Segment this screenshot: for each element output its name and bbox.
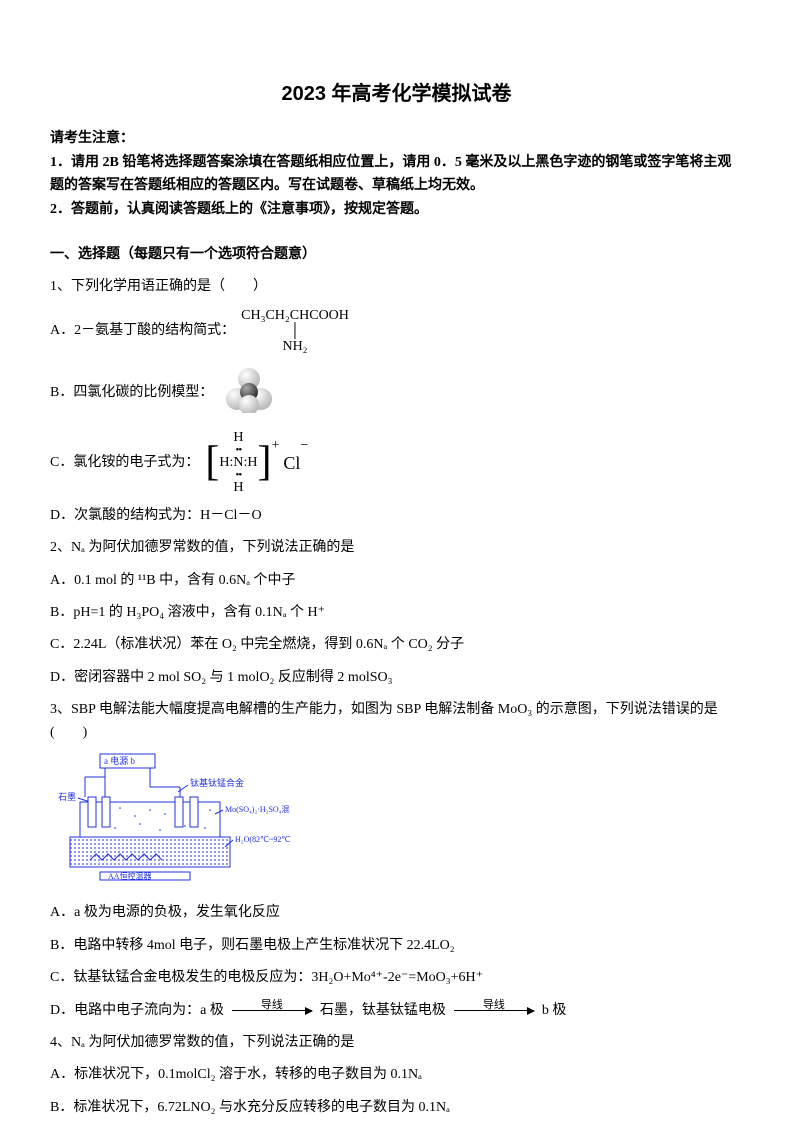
notice-line-1: 1．请用 2B 铅笔将选择题答案涂填在答题纸相应位置上，请用 0．5 毫米及以上… <box>50 152 743 197</box>
arrow-1-label: 导线 <box>261 997 283 1015</box>
q1-a-prefix: A．2－氨基丁酸的结构简式： <box>50 320 235 342</box>
diagram-solution-label: Mo(SO₄)₂·H₂SO₄混合溶液 <box>225 804 290 814</box>
q4-option-a: A．标准状况下，0.1molCl₂ 溶于水，转移的电子数目为 0.1Nₐ <box>50 1064 743 1086</box>
q3-d-post: b 极 <box>542 1000 567 1022</box>
notice-line-2: 2．答题前，认真阅读答题纸上的《注意事项》，按规定答题。 <box>50 199 743 221</box>
q3-option-c: C．钛基钛锰合金电极发生的电极反应为：3H₂O+Mo⁴⁺-2e⁻=MoO₃+6H… <box>50 967 743 989</box>
nh4-structure: H •• H:N:H •• H <box>219 431 257 495</box>
q3-stem: 3、SBP 电解法能大幅度提高电解槽的生产能力，如图为 SBP 电解法制备 Mo… <box>50 699 743 744</box>
q1-a-formula-bottom: NH₂ <box>282 339 307 354</box>
q1-a-formula: CH₃CH₂CHCOOH │ NH₂ <box>241 308 349 354</box>
cl-ion: Cl <box>283 449 300 478</box>
q2-option-b: B．pH=1 的 H₃PO₄ 溶液中，含有 0.1Nₐ 个 H⁺ <box>50 602 743 624</box>
arrow-2-label: 导线 <box>483 997 505 1015</box>
q3-option-a: A．a 极为电源的负极，发生氧化反应 <box>50 902 743 924</box>
q2-option-c: C．2.24L（标准状况）苯在 O₂ 中完全燃烧，得到 0.6Nₐ 个 CO₂ … <box>50 634 743 656</box>
ccl4-model-icon <box>219 365 279 421</box>
diagram-heater-label: AA恒控温器 <box>108 871 152 881</box>
q2-option-a: A．0.1 mol 的 ¹¹B 中，含有 0.6Nₐ 个中子 <box>50 570 743 592</box>
q1-option-b: B．四氯化碳的比例模型： <box>50 365 743 421</box>
page-title: 2023 年高考化学模拟试卷 <box>50 78 743 110</box>
q1-c-formula: [ H •• H:N:H •• H ] + Cl − <box>205 431 308 495</box>
q2-stem: 2、Nₐ 为阿伏加德罗常数的值，下列说法正确的是 <box>50 537 743 559</box>
q1-option-a: A．2－氨基丁酸的结构简式： CH₃CH₂CHCOOH │ NH₂ <box>50 308 743 354</box>
diagram-graphite-label: 石墨 <box>58 792 76 802</box>
plus-charge: + <box>271 435 279 457</box>
section-1-header: 一、选择题（每题只有一个选项符合题意） <box>50 244 743 266</box>
q1-stem: 1、下列化学用语正确的是（ ） <box>50 276 743 298</box>
q1-a-formula-bar: │ <box>241 324 349 339</box>
q3-diagram: a 电源 b 石墨 钛基钛锰合金 <box>50 752 743 890</box>
q1-b-prefix: B．四氯化碳的比例模型： <box>50 382 213 404</box>
arrow-2-icon: 导线 <box>454 1010 534 1011</box>
q1-option-c: C．氯化铵的电子式为： [ H •• H:N:H •• H ] + Cl − <box>50 431 743 495</box>
q1-option-d: D．次氯酸的结构式为：H－Cl－O <box>50 505 743 527</box>
q4-stem: 4、Nₐ 为阿伏加德罗常数的值，下列说法正确的是 <box>50 1032 743 1054</box>
q3-option-d: D．电路中电子流向为：a 极 导线 石墨，钛基钛锰电极 导线 b 极 <box>50 1000 743 1022</box>
q3-d-pre: D．电路中电子流向为：a 极 <box>50 1000 224 1022</box>
notice-header: 请考生注意： <box>50 128 743 150</box>
bracket-right-icon: ] <box>257 446 271 480</box>
q4-option-b: B．标准状况下，6.72LNO₂ 与水充分反应转移的电子数目为 0.1Nₐ <box>50 1097 743 1119</box>
q3-option-b: B．电路中转移 4mol 电子，则石墨电极上产生标准状况下 22.4LO₂ <box>50 935 743 957</box>
bracket-left-icon: [ <box>205 446 219 480</box>
q1-a-formula-top: CH₃CH₂CHCOOH <box>241 308 349 323</box>
minus-charge: − <box>300 435 308 457</box>
diagram-electrode-label: 钛基钛锰合金 <box>190 777 244 788</box>
q1-c-prefix: C．氯化铵的电子式为： <box>50 452 199 474</box>
diagram-water-label: H₂O(82℃~92℃) <box>235 835 290 844</box>
q3-d-mid: 石墨，钛基钛锰电极 <box>320 1000 446 1022</box>
q2-option-d: D．密闭容器中 2 mol SO₂ 与 1 molO₂ 反应制得 2 molSO… <box>50 667 743 689</box>
diagram-power-label: a 电源 b <box>104 755 135 766</box>
arrow-1-icon: 导线 <box>232 1010 312 1011</box>
